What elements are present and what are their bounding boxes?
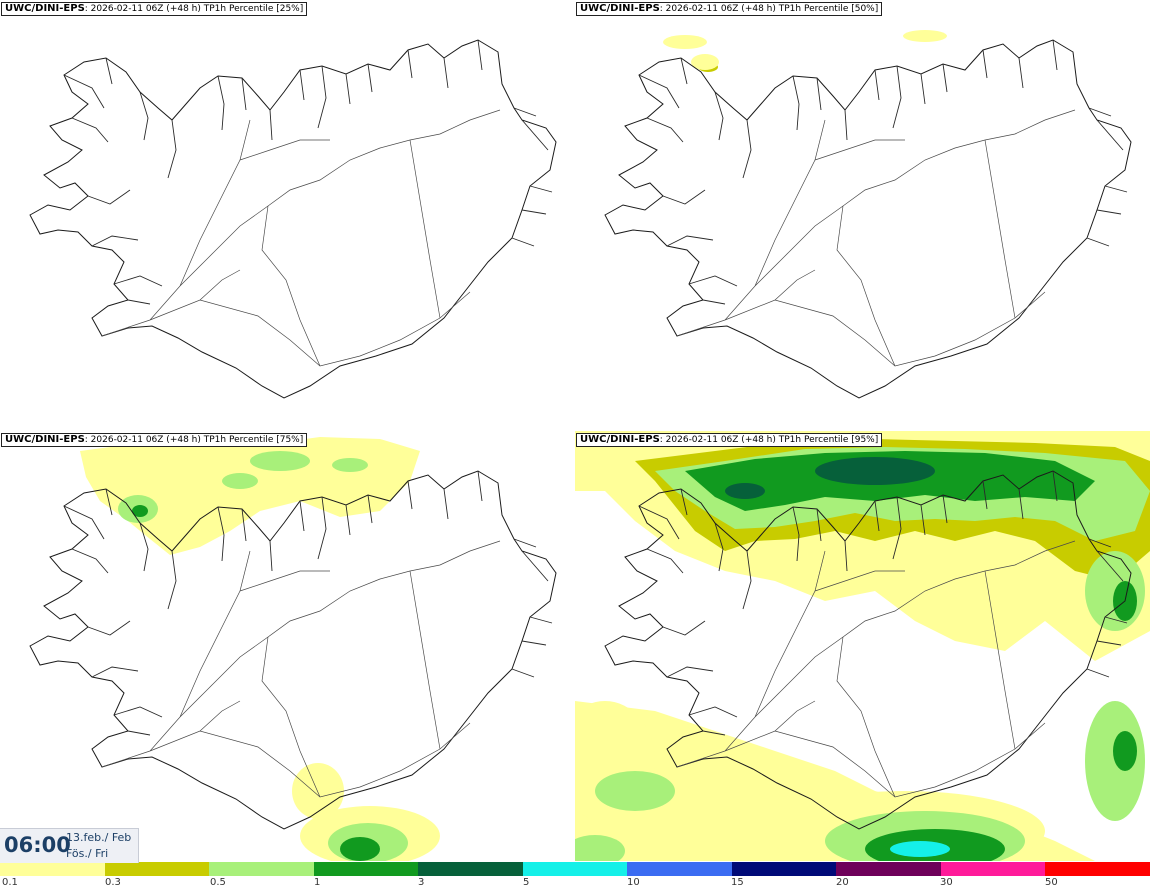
map-line <box>29 39 557 399</box>
legend-swatch <box>940 862 1046 876</box>
precip-area <box>595 771 675 811</box>
map-canvas <box>604 30 1132 399</box>
precip-area <box>890 841 950 857</box>
precip-area <box>815 457 935 485</box>
legend-tick: 0.5 <box>210 877 226 888</box>
legend-swatch <box>731 862 837 876</box>
precip-area <box>903 30 947 42</box>
legend-tick: 20 <box>836 877 849 888</box>
precip-area <box>575 835 625 861</box>
legend-tick: 50 <box>1045 877 1058 888</box>
legend-swatch <box>627 862 732 876</box>
precip-area <box>132 505 148 517</box>
map-canvas <box>0 431 575 861</box>
precip-area <box>663 35 707 49</box>
map-panel-95: UWC/DINI-EPS: 2026-02-11 06Z (+48 h) TP1… <box>575 431 1150 861</box>
valid-time-box: 06:00 13.feb./ Feb Fös./ Fri <box>0 828 139 863</box>
precip-area <box>691 54 719 70</box>
precip-area <box>332 458 368 472</box>
legend-tick: 15 <box>731 877 744 888</box>
legend-tick: 10 <box>627 877 640 888</box>
map-line <box>676 540 1076 798</box>
legend-tick: 0.3 <box>105 877 121 888</box>
legend-swatch <box>0 862 105 876</box>
legend-tick: 1 <box>314 877 321 888</box>
valid-time: 06:00 <box>4 833 71 857</box>
panel-title: UWC/DINI-EPS: 2026-02-11 06Z (+48 h) TP1… <box>576 433 883 447</box>
legend-swatch <box>313 862 419 876</box>
map-line <box>604 39 1132 399</box>
precip-legend: 0.1 0.3 0.5 1 3 5 10 15 20 30 50 <box>0 862 1150 891</box>
map-canvas <box>575 431 1150 861</box>
map-panel-75: UWC/DINI-EPS: 2026-02-11 06Z (+48 h) TP1… <box>0 431 575 861</box>
legend-swatch <box>522 862 628 876</box>
precip-area <box>292 763 344 819</box>
map-line <box>638 39 1128 305</box>
valid-date-line2: Fös./ Fri <box>66 847 109 860</box>
legend-swatch <box>836 862 941 876</box>
panel-title: UWC/DINI-EPS: 2026-02-11 06Z (+48 h) TP1… <box>1 433 308 447</box>
precip-area <box>340 837 380 861</box>
legend-swatch <box>1045 862 1150 876</box>
map-line <box>101 109 501 367</box>
legend-tick: 5 <box>523 877 530 888</box>
panel-title: UWC/DINI-EPS: 2026-02-11 06Z (+48 h) TP1… <box>1 2 308 16</box>
legend-tick: 30 <box>940 877 953 888</box>
precip-area <box>1113 731 1137 771</box>
precip-area <box>250 451 310 471</box>
legend-tick: 3 <box>418 877 425 888</box>
legend-swatch <box>418 862 523 876</box>
legend-swatch <box>209 862 314 876</box>
map-line <box>638 470 1128 736</box>
legend-color-bar <box>0 862 1150 876</box>
map-line <box>604 470 1132 830</box>
precip-area <box>725 483 765 499</box>
map-line <box>29 470 557 830</box>
map-line <box>63 39 553 305</box>
map-canvas <box>29 39 557 399</box>
map-line <box>63 470 553 736</box>
legend-tick: 0.1 <box>2 877 18 888</box>
map-panel-50: UWC/DINI-EPS: 2026-02-11 06Z (+48 h) TP1… <box>575 0 1150 430</box>
panel-title: UWC/DINI-EPS: 2026-02-11 06Z (+48 h) TP1… <box>576 2 883 16</box>
map-line <box>676 109 1076 367</box>
legend-swatch <box>104 862 210 876</box>
precip-area <box>222 473 258 489</box>
map-line <box>101 540 501 798</box>
valid-date-line1: 13.feb./ Feb <box>66 831 132 844</box>
map-panel-25: UWC/DINI-EPS: 2026-02-11 06Z (+48 h) TP1… <box>0 0 575 430</box>
